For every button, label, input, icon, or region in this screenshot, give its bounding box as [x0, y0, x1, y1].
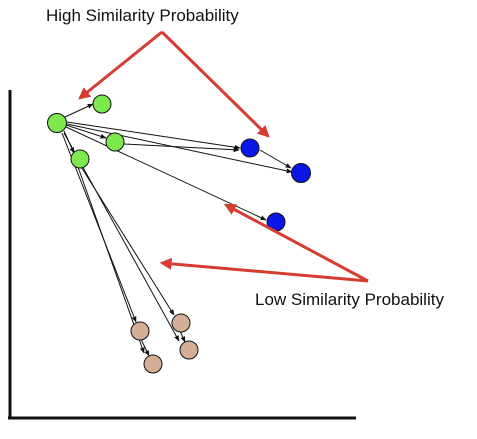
edge [66, 123, 293, 174]
source-node [47, 113, 67, 133]
low-arrow-upper [223, 203, 369, 283]
tan-node [130, 321, 150, 341]
edge [72, 153, 175, 316]
blue-node [291, 163, 311, 183]
high-similarity-label: High Similarity Probability [46, 6, 239, 25]
edge [77, 166, 145, 354]
edge [259, 149, 292, 169]
green-node [70, 149, 90, 169]
green-node [105, 132, 125, 152]
edge [64, 103, 94, 118]
annotation-arrows [78, 30, 369, 283]
tan-node [171, 313, 191, 333]
edge [65, 126, 267, 221]
low-arrow-lower [159, 257, 369, 283]
nodes [47, 94, 311, 374]
tan-node [179, 340, 199, 360]
edges [61, 103, 293, 357]
edge [66, 121, 241, 150]
tan-node [143, 354, 163, 374]
green-node [92, 94, 112, 114]
edge [179, 330, 186, 343]
edge [123, 143, 240, 153]
high-arrow-left [78, 30, 163, 100]
blue-node [240, 138, 260, 158]
low-similarity-label: Low Similarity Probability [255, 290, 444, 309]
high-arrow-right [160, 30, 270, 138]
edge [65, 124, 107, 139]
